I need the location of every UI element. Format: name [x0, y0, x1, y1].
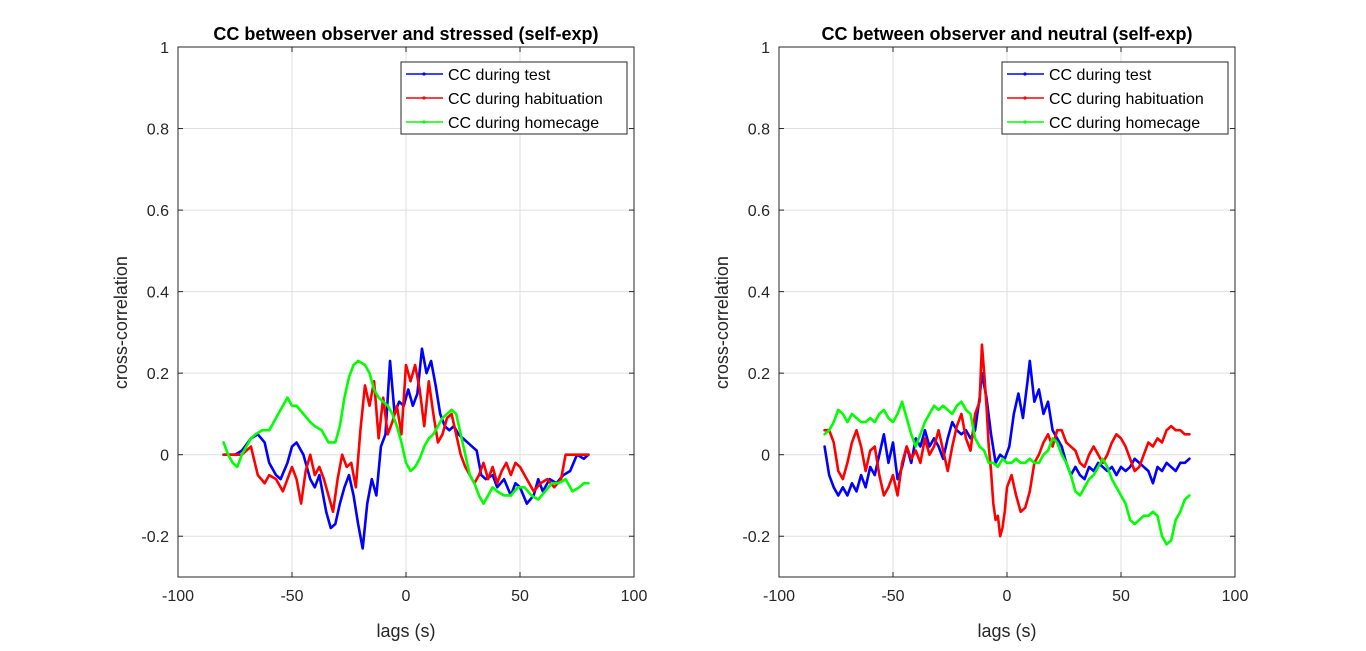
x-tick-label: -100	[162, 588, 194, 605]
legend-label-2: CC during homecage	[1049, 115, 1200, 132]
y-axis-label: cross-correlation	[712, 256, 732, 389]
legend: CC during test CC during habituation CC du…	[400, 61, 628, 135]
legend-label-0: CC during test	[448, 67, 551, 84]
legend-marker-2	[422, 120, 426, 124]
legend-marker-1	[1023, 96, 1027, 100]
x-tick-label: -50	[881, 588, 904, 605]
legend-label-1: CC during habituation	[1049, 91, 1204, 108]
series-line-2	[222, 359, 590, 505]
chart-title: CC between observer and neutral (self-ex…	[821, 24, 1192, 44]
legend-label-0: CC during test	[1049, 67, 1152, 84]
legend-marker-2	[1023, 120, 1027, 124]
y-tick-label: 0.6	[147, 203, 169, 220]
x-tick-label: 50	[511, 588, 529, 605]
y-tick-label: 0.6	[748, 203, 770, 220]
series-line-2	[823, 400, 1191, 546]
x-axis-label: lags (s)	[977, 621, 1036, 641]
y-tick-label: 0.4	[748, 285, 770, 302]
y-tick-label: 0.2	[748, 366, 770, 383]
y-tick-label: 0	[761, 448, 770, 465]
x-axis-label: lags (s)	[376, 621, 435, 641]
y-axis-label: cross-correlation	[111, 256, 131, 389]
legend-marker-0	[422, 72, 426, 76]
y-tick-label: 0.8	[147, 122, 169, 139]
legend: CC during test CC during habituation CC du…	[1001, 61, 1229, 135]
series-line-1	[222, 363, 590, 514]
legend-label-2: CC during homecage	[448, 115, 599, 132]
y-tick-label: 1	[160, 40, 169, 57]
legend-marker-1	[422, 96, 426, 100]
x-tick-label: 100	[1222, 588, 1249, 605]
y-tick-label: 0	[160, 448, 169, 465]
y-tick-label: 0.4	[147, 285, 169, 302]
y-tick-label: -0.2	[141, 529, 169, 546]
series-group	[222, 347, 590, 550]
x-tick-label: -50	[280, 588, 303, 605]
chart-stressed: -100 -50 0 50 100 -0.2 0 0.2 0.4 0.6 0.8 1 CC betwee…	[111, 24, 647, 641]
x-tick-label: 50	[1112, 588, 1130, 605]
legend-label-1: CC during habituation	[448, 91, 603, 108]
x-tick-label: -100	[763, 588, 795, 605]
x-tick-label: 0	[402, 588, 411, 605]
x-tick-label: 0	[1003, 588, 1012, 605]
y-tick-label: 0.2	[147, 366, 169, 383]
series-line-1	[823, 343, 1191, 538]
series-line-0	[222, 347, 590, 550]
series-line-0	[823, 359, 1191, 497]
y-tick-label: 1	[761, 40, 770, 57]
series-group	[823, 343, 1191, 546]
x-tick-label: 100	[621, 588, 648, 605]
y-tick-label: -0.2	[742, 529, 770, 546]
chart-title: CC between observer and stressed (self-e…	[213, 24, 598, 44]
y-tick-label: 0.8	[748, 122, 770, 139]
chart-neutral: -100 -50 0 50 100 -0.2 0 0.2 0.4 0.6 0.8 1 CC betwee…	[712, 24, 1248, 641]
legend-marker-0	[1023, 72, 1027, 76]
